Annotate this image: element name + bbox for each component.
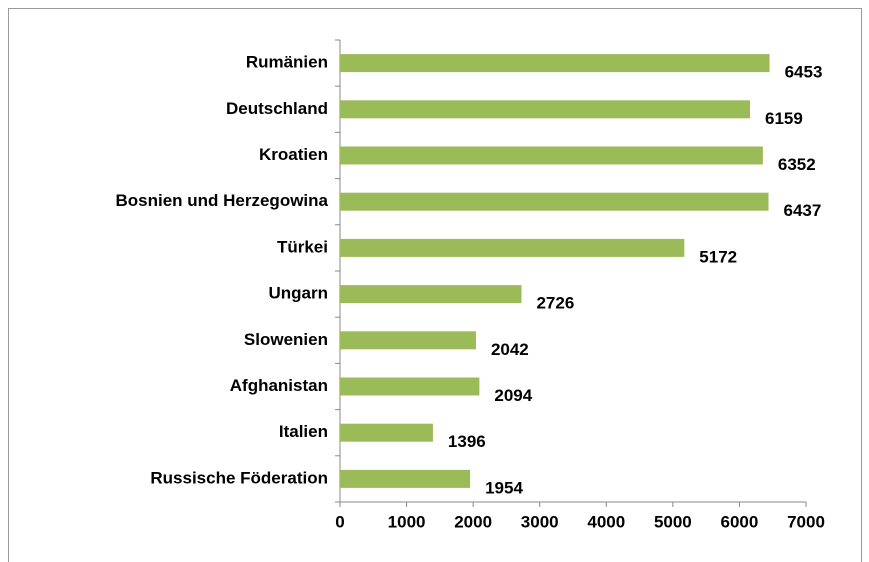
x-tick-label: 6000: [721, 512, 759, 531]
bar: [340, 146, 763, 165]
value-label: 6453: [785, 63, 823, 82]
x-tick-label: 5000: [654, 512, 692, 531]
y-tick-label: Slowenien: [244, 330, 328, 349]
bar: [340, 54, 770, 73]
value-label: 2042: [491, 340, 529, 359]
y-tick-label: Rumänien: [246, 53, 328, 72]
value-label: 1396: [448, 432, 486, 451]
y-tick-label: Afghanistan: [230, 376, 328, 395]
value-label: 2726: [536, 294, 574, 313]
y-tick-label: Türkei: [277, 237, 328, 256]
y-tick-label: Kroatien: [259, 145, 328, 164]
x-tick-label: 1000: [388, 512, 426, 531]
bar: [340, 100, 751, 119]
bar: [340, 285, 522, 304]
bar: [340, 377, 480, 396]
bar: [340, 331, 476, 350]
value-label: 6437: [784, 201, 822, 220]
y-tick-label: Ungarn: [269, 284, 329, 303]
value-label: 5172: [699, 247, 737, 266]
x-tick-label: 2000: [454, 512, 492, 531]
bar: [340, 423, 433, 442]
value-label: 1954: [485, 478, 523, 497]
x-tick-label: 7000: [787, 512, 825, 531]
y-tick-label: Bosnien und Herzegowina: [115, 191, 328, 210]
bar: [340, 469, 471, 488]
x-tick-label: 4000: [587, 512, 625, 531]
value-label: 6159: [765, 109, 803, 128]
value-label: 2094: [494, 386, 532, 405]
x-tick-label: 0: [335, 512, 344, 531]
bar: [340, 192, 769, 211]
value-label: 6352: [778, 155, 816, 174]
y-tick-label: Russische Föderation: [150, 468, 328, 487]
x-tick-label: 3000: [521, 512, 559, 531]
y-tick-label: Italien: [279, 422, 328, 441]
bar: [340, 238, 685, 257]
y-tick-label: Deutschland: [226, 99, 328, 118]
